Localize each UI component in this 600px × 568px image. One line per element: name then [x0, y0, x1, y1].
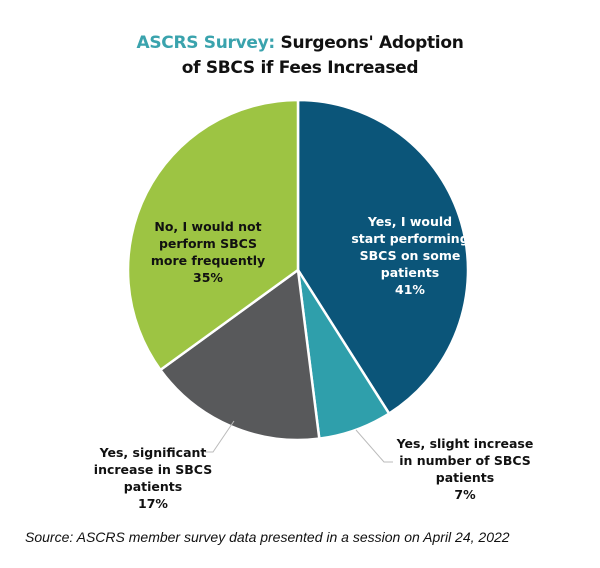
- label-line: Yes, slight increase: [396, 436, 534, 451]
- label-line: patients: [123, 479, 183, 494]
- slice-label-yes-significant: Yes, significant increase in SBCS patients…: [88, 444, 218, 512]
- chart-title-line1: ASCRS Survey: Surgeons' Adoption: [0, 33, 600, 53]
- pct-label: 41%: [395, 282, 425, 297]
- label-line: more frequently: [150, 253, 266, 268]
- source-note: Source: ASCRS member survey data present…: [25, 529, 510, 545]
- label-line: Yes, significant: [99, 445, 207, 460]
- label-line: increase in SBCS: [93, 462, 213, 477]
- title-highlight: ASCRS Survey:: [136, 33, 275, 53]
- label-line: SBCS on some: [359, 248, 461, 263]
- label-line: No, I would not: [154, 219, 262, 234]
- label-line: in number of SBCS: [399, 453, 531, 468]
- title-rest: Surgeons' Adoption: [280, 33, 464, 53]
- pct-label: 7%: [454, 487, 476, 502]
- pie-slice-3: [126, 98, 300, 372]
- chart-title-line2: of SBCS if Fees Increased: [181, 58, 419, 78]
- label-line: patients: [380, 265, 440, 280]
- label-line: Yes, I would: [367, 214, 453, 229]
- pct-label: 17%: [138, 496, 168, 511]
- leader-line-1: [205, 420, 235, 453]
- slice-label-yes-slight: Yes, slight increase in number of SBCS pat…: [380, 435, 550, 503]
- leader-line-0: [355, 429, 393, 463]
- label-line: perform SBCS: [158, 236, 258, 251]
- pct-label: 35%: [193, 270, 223, 285]
- label-line: start performing: [351, 231, 469, 246]
- slice-label-yes-some: Yes, I would start performing SBCS on some…: [345, 213, 475, 298]
- label-line: patients: [435, 470, 495, 485]
- slice-label-no: No, I would not perform SBCS more frequent…: [138, 218, 278, 286]
